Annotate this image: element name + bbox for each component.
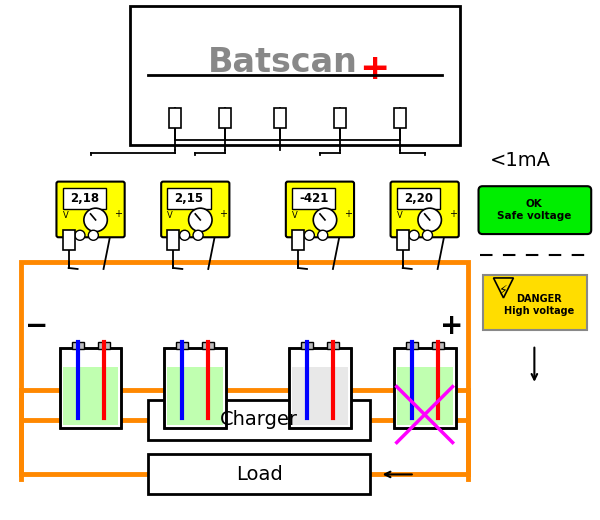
Bar <box>176 342 188 349</box>
Bar <box>289 348 351 427</box>
Bar <box>394 108 406 128</box>
Bar <box>289 348 351 427</box>
Bar <box>167 188 211 209</box>
FancyBboxPatch shape <box>56 181 125 237</box>
Bar <box>292 230 304 250</box>
Circle shape <box>418 208 442 231</box>
Bar <box>148 454 370 495</box>
Text: ⚡: ⚡ <box>499 283 508 296</box>
Text: V: V <box>167 211 173 219</box>
Text: Batscan: Batscan <box>208 46 358 79</box>
Bar <box>62 230 74 250</box>
Circle shape <box>304 230 314 240</box>
Text: +: + <box>359 51 390 85</box>
Bar <box>21 262 467 389</box>
Bar <box>164 348 226 427</box>
Bar <box>130 6 460 145</box>
Text: -421: -421 <box>299 192 328 205</box>
Circle shape <box>188 208 212 231</box>
Text: Charger: Charger <box>220 410 298 429</box>
Text: 2,15: 2,15 <box>175 192 203 205</box>
FancyBboxPatch shape <box>479 186 591 234</box>
FancyBboxPatch shape <box>391 181 459 237</box>
Text: +: + <box>115 210 122 219</box>
FancyBboxPatch shape <box>286 181 354 237</box>
Bar <box>394 348 455 427</box>
Bar <box>397 367 452 424</box>
Bar <box>202 342 214 349</box>
Text: 2,20: 2,20 <box>404 192 433 205</box>
Bar <box>59 348 121 427</box>
Text: +: + <box>344 210 352 219</box>
Circle shape <box>409 230 419 240</box>
Text: Load: Load <box>236 465 283 484</box>
Circle shape <box>313 208 337 231</box>
Circle shape <box>193 230 203 240</box>
Text: V: V <box>397 211 403 219</box>
Bar <box>292 188 335 209</box>
Circle shape <box>318 230 328 240</box>
Bar <box>482 275 587 330</box>
Text: −: − <box>25 312 49 340</box>
Bar <box>167 230 179 250</box>
Text: <1mA: <1mA <box>490 151 550 170</box>
Bar <box>327 342 339 349</box>
Text: V: V <box>62 211 68 219</box>
Bar <box>394 348 455 427</box>
Bar <box>431 342 443 349</box>
Bar <box>274 108 286 128</box>
Text: 2,18: 2,18 <box>70 192 99 205</box>
Bar <box>62 188 106 209</box>
Text: +: + <box>440 312 463 340</box>
Text: DANGER
High voltage: DANGER High voltage <box>504 294 574 316</box>
FancyBboxPatch shape <box>161 181 229 237</box>
Bar <box>397 188 440 209</box>
Bar <box>219 108 231 128</box>
Bar <box>71 342 83 349</box>
Circle shape <box>422 230 433 240</box>
Text: +: + <box>449 210 457 219</box>
Text: OK
Safe voltage: OK Safe voltage <box>497 199 572 221</box>
Circle shape <box>84 208 107 231</box>
Bar <box>334 108 346 128</box>
Circle shape <box>179 230 190 240</box>
Bar <box>292 367 348 424</box>
Bar <box>148 400 370 439</box>
Bar <box>406 342 418 349</box>
Bar <box>98 342 110 349</box>
Bar <box>167 367 223 424</box>
Text: V: V <box>292 211 298 219</box>
Text: +: + <box>219 210 227 219</box>
Bar <box>169 108 181 128</box>
Circle shape <box>88 230 98 240</box>
Polygon shape <box>493 278 514 298</box>
Bar <box>164 348 226 427</box>
Bar <box>62 367 118 424</box>
Bar <box>397 230 409 250</box>
Bar <box>59 348 121 427</box>
Circle shape <box>75 230 85 240</box>
Bar <box>301 342 313 349</box>
